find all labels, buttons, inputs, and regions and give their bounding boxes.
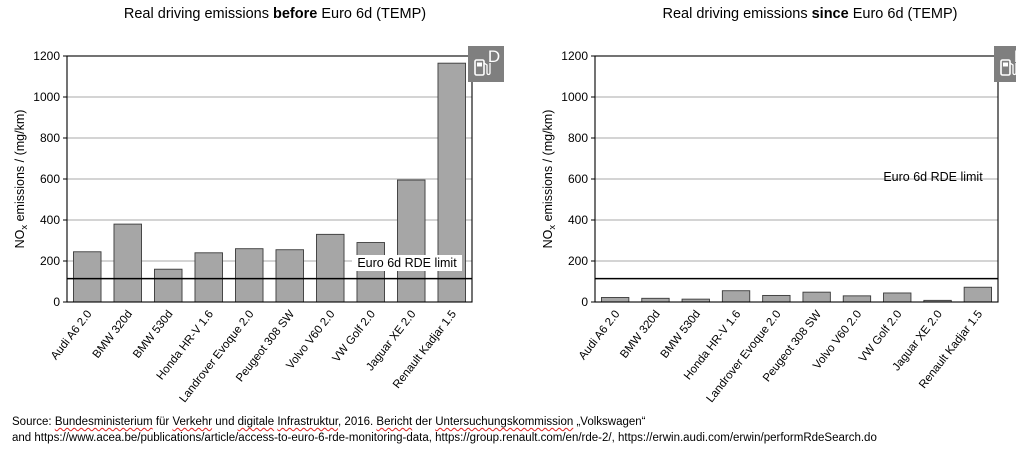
chart-title-since: Real driving emissions since Euro 6d (TE… (662, 6, 958, 22)
y-tick-label: 800 (568, 131, 588, 145)
fuel-pump-hose (483, 62, 491, 76)
title-emphasis: since (811, 6, 849, 22)
x-category-label: BMW 530d (131, 308, 175, 360)
y-tick-label: 1000 (33, 90, 60, 104)
y-tick-label: 1000 (561, 90, 588, 104)
fuel-pump-icon (1000, 59, 1011, 76)
x-category-label: BMW 320d (91, 308, 135, 360)
diesel-badge-letter: D (488, 47, 500, 66)
fuel-pump-window (1003, 62, 1008, 67)
bar-jaguar-xe-2-0 (397, 179, 426, 303)
y-tick-label: 1200 (561, 49, 588, 63)
bar-peugeot-308-sw (275, 249, 304, 303)
y-tick-label: 400 (568, 213, 588, 227)
chart-title-before: Real driving emissions before Euro 6d (T… (123, 6, 427, 22)
source-note: Source: Bundesministerium für Verkehr un… (12, 414, 877, 446)
bar-landrover-evoque-2-0 (762, 294, 791, 303)
bar-audi-a6-2-0 (600, 297, 630, 303)
y-axis-title: NOx emissions / (mg/km) (541, 110, 558, 249)
charts-canvas: 0 200 400 600 800 1000 1200 Euro 6d RDE limit Au… (13, 46, 1016, 405)
x-category-label: Audi A6 2.0 (49, 308, 95, 362)
bar-vw-golf-2-0 (883, 292, 912, 303)
y-tick-label: 600 (40, 172, 60, 186)
rde-limit-label-bg (352, 255, 462, 271)
bar-bmw-320d (113, 223, 142, 303)
fuel-pump-icon (474, 59, 485, 76)
bar-volvo-v60-2-0 (842, 295, 872, 303)
diesel-badge-letter: D (1014, 47, 1016, 66)
title-emphasis: before (272, 6, 318, 22)
bar-honda-hr-v-1-6 (194, 252, 223, 303)
y-tick-label: 0 (581, 295, 588, 309)
x-category-label: Landrover Evoque 2.0 (177, 308, 256, 405)
y-tick-label: 0 (53, 295, 60, 309)
x-category-label: BMW 320d (618, 308, 662, 360)
bar-bmw-530d (154, 268, 183, 303)
y-tick-label: 600 (568, 172, 588, 186)
fuel-pump-window (477, 62, 482, 67)
y-tick-label: 200 (568, 254, 588, 268)
rde-limit-label: Euro 6d RDE limit (357, 256, 457, 270)
y-tick-label: 200 (40, 254, 60, 268)
bar-bmw-320d (641, 297, 670, 303)
bar-renault-kadjar-1-5 (963, 286, 993, 303)
bar-honda-hr-v-1-6 (721, 290, 751, 303)
bar-vw-golf-2-0 (356, 242, 385, 303)
y-tick-label: 800 (40, 131, 60, 145)
x-category-label: Audi A6 2.0 (577, 308, 623, 362)
source-line-1: Source: Bundesministerium für Verkehr un… (12, 416, 646, 428)
rde-limit-label: Euro 6d RDE limit (883, 170, 983, 184)
y-axis-title: NOx emissions / (mg/km) (13, 110, 30, 249)
plot-frame (66, 55, 473, 303)
source-line-2: and https://www.acea.be/publications/art… (12, 432, 877, 444)
x-category-label: Landrover Evoque 2.0 (705, 308, 784, 405)
plot-frame (594, 55, 999, 303)
bar-volvo-v60-2-0 (316, 233, 345, 303)
bar-landrover-evoque-2-0 (235, 248, 264, 303)
y-tick-label: 1200 (33, 49, 60, 63)
y-tick-label: 400 (40, 213, 60, 227)
bar-audi-a6-2-0 (73, 251, 102, 303)
bar-peugeot-308-sw (802, 291, 831, 303)
x-category-label: BMW 530d (659, 308, 703, 360)
